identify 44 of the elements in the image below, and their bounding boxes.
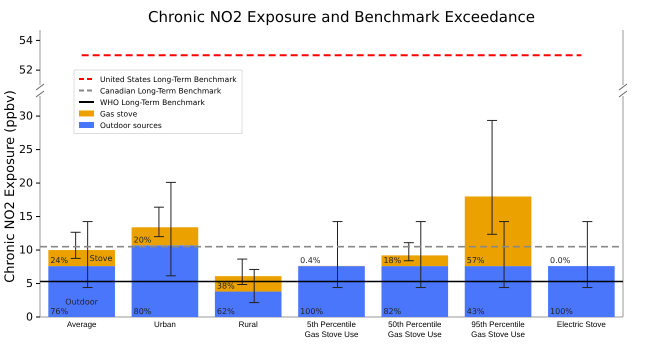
bar (381, 255, 448, 266)
bar (298, 266, 365, 317)
annotation: 0.4% (300, 256, 321, 266)
annotation: 24% (50, 256, 69, 266)
y-tick-label: 10 (19, 244, 33, 257)
annotation: 82% (383, 307, 402, 316)
y-tick-label: 20 (19, 176, 33, 190)
x-tick-label: Rural (238, 320, 258, 329)
bar (132, 245, 198, 317)
annotation: 0.0% (550, 256, 571, 266)
bar (214, 292, 282, 317)
annotation: Outdoor (65, 298, 99, 307)
annotation: 76% (50, 307, 69, 316)
chart-title: Chronic NO2 Exposure and Benchmark Exceedance (148, 8, 535, 26)
y-tick-label: 25 (19, 143, 33, 156)
annotation: 100% (300, 307, 324, 316)
annotation: 20% (134, 235, 152, 244)
annotation: 57% (466, 256, 485, 266)
y-tick-label: 54 (19, 34, 33, 47)
y-tick-label: 5 (26, 277, 33, 290)
annotation: 38% (216, 282, 236, 291)
y-tick-label: 15 (19, 210, 33, 224)
bar (464, 196, 532, 266)
bar (548, 266, 615, 317)
annotation: 18% (383, 256, 402, 266)
x-tick-label: Average (66, 320, 98, 329)
bar (381, 266, 448, 317)
annotation: 43% (466, 307, 485, 316)
bar (48, 266, 115, 317)
y-tick-label: 30 (19, 110, 33, 123)
annotation: 80% (134, 307, 152, 316)
x-tick-label: 50th Percentile Gas Stove Use (388, 320, 442, 339)
bar (464, 266, 532, 317)
annotation: Stove (90, 254, 112, 264)
x-tick-label: 95th Percentile Gas Stove Use (471, 320, 526, 339)
y-axis-title: Chronic NO2 Exposure (ppbv) (3, 90, 18, 283)
bar (132, 227, 198, 246)
y-tick-label: 0 (26, 310, 33, 324)
annotation: 62% (216, 307, 236, 316)
x-tick-label: Electric Stove (556, 320, 606, 329)
y-tick-label: 52 (19, 64, 33, 77)
x-tick-label: 5th Percentile Gas Stove Use (304, 320, 359, 339)
x-tick-label: Urban (154, 320, 176, 329)
annotation: 100% (550, 307, 574, 316)
